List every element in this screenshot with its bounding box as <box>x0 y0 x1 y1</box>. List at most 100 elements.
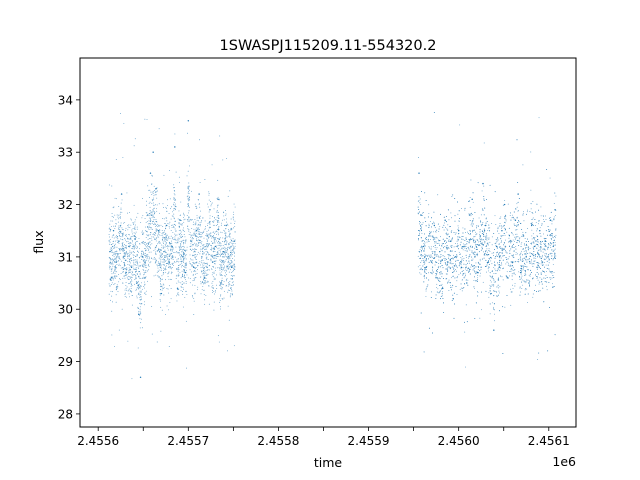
scatter-dot <box>483 254 485 256</box>
scatter-dot <box>500 242 502 243</box>
scatter-dot <box>150 228 152 230</box>
scatter-dot <box>228 235 230 237</box>
scatter-dot <box>197 228 198 230</box>
scatter-dot <box>216 228 218 230</box>
scatter-dot <box>122 232 124 234</box>
data-point <box>163 250 165 253</box>
scatter-dot <box>520 243 522 245</box>
scatter-dot <box>546 281 548 283</box>
scatter-dot <box>458 259 459 261</box>
scatter-dot <box>555 255 557 257</box>
scatter-dot <box>217 223 219 225</box>
data-point <box>222 250 225 253</box>
scatter-dot <box>447 281 449 283</box>
scatter-dot <box>124 293 126 295</box>
scatter-dot <box>230 218 232 220</box>
scatter-dot <box>125 260 127 262</box>
scatter-dot <box>131 259 133 261</box>
scatter-dot <box>207 239 209 241</box>
scatter-dot <box>178 210 180 212</box>
data-point <box>138 313 140 316</box>
scatter-dot <box>221 271 223 273</box>
scatter-dot <box>130 252 132 254</box>
scatter-points <box>108 112 557 380</box>
scatter-dot <box>113 245 115 247</box>
scatter-dot <box>540 206 542 208</box>
scatter-dot <box>165 268 167 270</box>
scatter-dot <box>471 225 473 227</box>
scatter-dot <box>122 250 124 252</box>
scatter-dot <box>226 249 228 251</box>
scatter-dot <box>187 220 189 222</box>
scatter-dot <box>229 242 231 244</box>
scatter-dot <box>442 238 444 240</box>
scatter-dot <box>424 241 426 243</box>
scatter-dot <box>511 214 513 216</box>
scatter-dot <box>509 264 511 266</box>
scatter-dot <box>479 275 481 277</box>
scatter-dot <box>200 283 202 285</box>
scatter-dot <box>208 243 210 245</box>
scatter-dot <box>537 223 539 225</box>
scatter-dot <box>225 213 227 215</box>
scatter-dot <box>177 267 179 269</box>
scatter-dot <box>202 279 204 281</box>
scatter-dot <box>508 275 510 277</box>
scatter-dot <box>216 246 218 248</box>
scatter-dot <box>163 240 165 242</box>
scatter-dot <box>422 255 424 257</box>
scatter-dot <box>113 225 115 227</box>
scatter-dot <box>430 260 432 262</box>
scatter-dot <box>177 218 179 220</box>
scatter-dot <box>220 245 222 247</box>
scatter-dot <box>124 275 125 277</box>
scatter-dot <box>523 266 524 268</box>
scatter-dot <box>444 240 446 242</box>
scatter-dot <box>154 194 156 196</box>
scatter-dot <box>446 265 448 267</box>
scatter-dot <box>471 221 473 223</box>
scatter-dot <box>132 227 134 229</box>
scatter-dot <box>162 231 164 233</box>
scatter-dot <box>213 220 215 222</box>
scatter-dot <box>184 231 186 233</box>
scatter-dot <box>499 261 500 263</box>
scatter-dot <box>129 245 131 247</box>
scatter-dot <box>205 277 207 279</box>
scatter-dot <box>187 206 189 208</box>
scatter-dot <box>529 275 531 277</box>
scatter-dot <box>199 228 200 230</box>
scatter-dot <box>468 248 470 250</box>
scatter-dot <box>144 230 146 232</box>
scatter-dot <box>466 250 468 252</box>
scatter-dot <box>127 278 129 280</box>
scatter-dot <box>428 254 430 256</box>
scatter-dot <box>138 271 140 273</box>
scatter-dot <box>114 270 116 272</box>
scatter-dot <box>204 263 206 265</box>
scatter-dot <box>123 265 125 267</box>
scatter-dot <box>427 216 429 218</box>
scatter-dot <box>479 263 481 265</box>
scatter-dot <box>220 308 222 310</box>
scatter-dot <box>162 247 164 249</box>
scatter-dot <box>478 263 480 265</box>
scatter-dot <box>168 292 170 294</box>
scatter-dot <box>213 293 215 295</box>
scatter-dot <box>113 256 115 258</box>
scatter-dot <box>452 263 454 265</box>
scatter-dot <box>177 270 179 272</box>
scatter-dot <box>418 238 419 239</box>
scatter-dot <box>172 258 174 260</box>
scatter-dot <box>480 238 482 240</box>
scatter-dot <box>133 224 134 226</box>
scatter-dot <box>127 257 129 259</box>
scatter-dot <box>116 285 118 287</box>
scatter-dot <box>440 236 441 238</box>
scatter-dot <box>167 237 169 239</box>
scatter-dot <box>460 268 462 270</box>
scatter-dot <box>120 252 122 254</box>
scatter-dot <box>426 255 428 257</box>
scatter-dot <box>145 276 147 278</box>
scatter-dot <box>498 252 500 254</box>
